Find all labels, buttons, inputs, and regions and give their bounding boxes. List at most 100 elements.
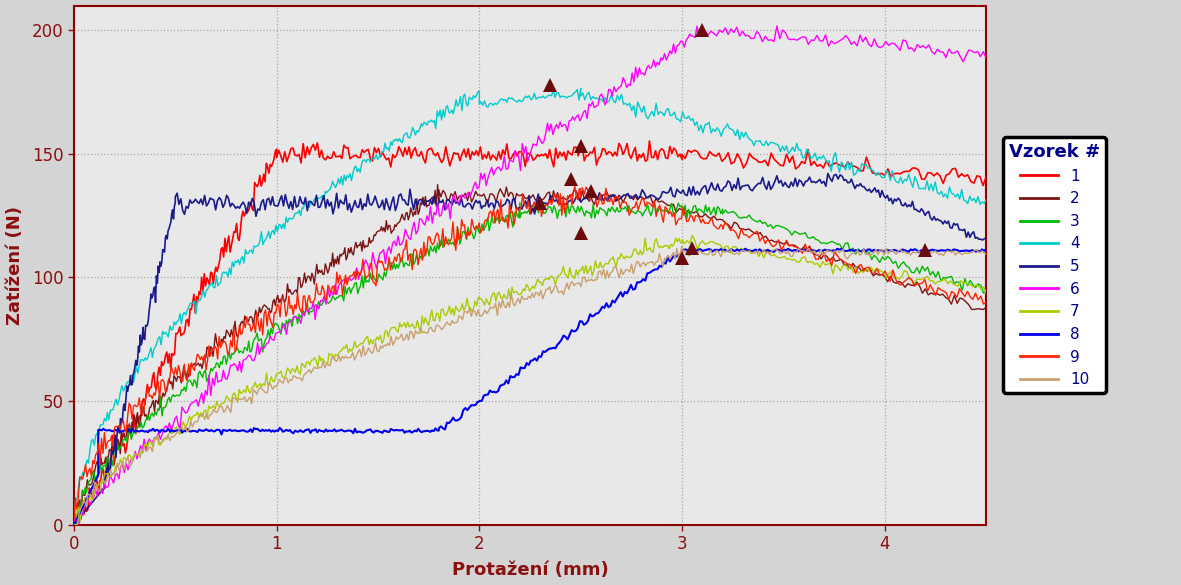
Y-axis label: Zatížení (N): Zatížení (N) <box>6 205 24 325</box>
2 <box>431 181 445 188</box>
9 <box>203 352 217 359</box>
6 <box>927 50 941 57</box>
7 <box>500 295 514 302</box>
1 <box>979 173 993 180</box>
8 <box>67 521 81 528</box>
7 <box>67 521 81 528</box>
8 <box>738 245 752 252</box>
5 <box>184 199 198 207</box>
6 <box>522 152 536 159</box>
X-axis label: Protažení (mm): Protažení (mm) <box>451 562 608 580</box>
3 <box>828 239 842 246</box>
1 <box>87 484 102 491</box>
5 <box>979 235 993 242</box>
Line: 2: 2 <box>74 185 986 525</box>
1 <box>937 180 951 187</box>
6 <box>157 425 171 432</box>
4 <box>861 165 875 172</box>
6 <box>67 521 81 528</box>
8 <box>196 427 210 434</box>
9 <box>400 257 415 264</box>
8 <box>500 377 514 384</box>
2 <box>979 304 993 311</box>
6 <box>202 372 216 379</box>
2 <box>808 251 822 258</box>
3 <box>527 202 541 209</box>
1 <box>642 137 657 144</box>
3 <box>620 208 634 215</box>
10 <box>979 251 993 258</box>
3 <box>513 199 527 207</box>
Line: 5: 5 <box>74 173 986 525</box>
Line: 9: 9 <box>74 187 986 521</box>
10 <box>676 242 690 249</box>
9 <box>909 281 924 288</box>
1 <box>67 521 81 528</box>
Line: 10: 10 <box>74 246 986 525</box>
3 <box>110 439 124 446</box>
9 <box>67 518 81 525</box>
5 <box>164 219 178 226</box>
9 <box>568 183 582 190</box>
9 <box>556 192 570 199</box>
3 <box>70 521 84 528</box>
10 <box>797 249 811 256</box>
8 <box>204 426 218 433</box>
4 <box>718 124 732 131</box>
6 <box>979 54 993 61</box>
10 <box>957 250 971 257</box>
3 <box>670 205 684 212</box>
10 <box>485 305 500 312</box>
5 <box>67 521 81 528</box>
6 <box>961 46 976 53</box>
10 <box>585 276 599 283</box>
4 <box>979 196 993 203</box>
10 <box>479 310 494 317</box>
7 <box>448 312 462 319</box>
7 <box>685 232 699 239</box>
Legend: 1, 2, 3, 4, 5, 6, 7, 8, 9, 10: 1, 2, 3, 4, 5, 6, 7, 8, 9, 10 <box>1003 137 1107 394</box>
5 <box>406 206 420 213</box>
3 <box>67 517 81 524</box>
8 <box>979 246 993 253</box>
7 <box>979 289 993 296</box>
2 <box>143 404 157 411</box>
6 <box>652 61 666 68</box>
4 <box>552 89 566 96</box>
1 <box>542 146 556 153</box>
Line: 6: 6 <box>74 26 986 525</box>
9 <box>226 343 240 350</box>
3 <box>788 228 802 235</box>
Line: 4: 4 <box>74 89 986 523</box>
3 <box>979 288 993 295</box>
2 <box>676 206 690 213</box>
7 <box>951 283 965 290</box>
1 <box>353 154 367 161</box>
Line: 1: 1 <box>74 141 986 525</box>
4 <box>111 401 125 408</box>
10 <box>537 291 552 298</box>
5 <box>932 217 946 224</box>
7 <box>543 273 557 280</box>
4 <box>67 519 81 526</box>
1 <box>942 170 957 177</box>
5 <box>608 198 622 205</box>
5 <box>743 186 757 193</box>
Line: 7: 7 <box>74 236 986 525</box>
6 <box>770 22 784 29</box>
5 <box>821 170 835 177</box>
9 <box>979 299 993 306</box>
2 <box>239 316 253 323</box>
8 <box>789 247 803 254</box>
9 <box>671 218 685 225</box>
4 <box>830 160 844 167</box>
8 <box>895 246 909 253</box>
8 <box>189 428 203 435</box>
7 <box>751 253 765 260</box>
4 <box>659 106 673 113</box>
2 <box>67 521 81 528</box>
10 <box>67 521 81 528</box>
1 <box>730 150 744 157</box>
4 <box>574 85 588 92</box>
Line: 8: 8 <box>74 249 986 525</box>
